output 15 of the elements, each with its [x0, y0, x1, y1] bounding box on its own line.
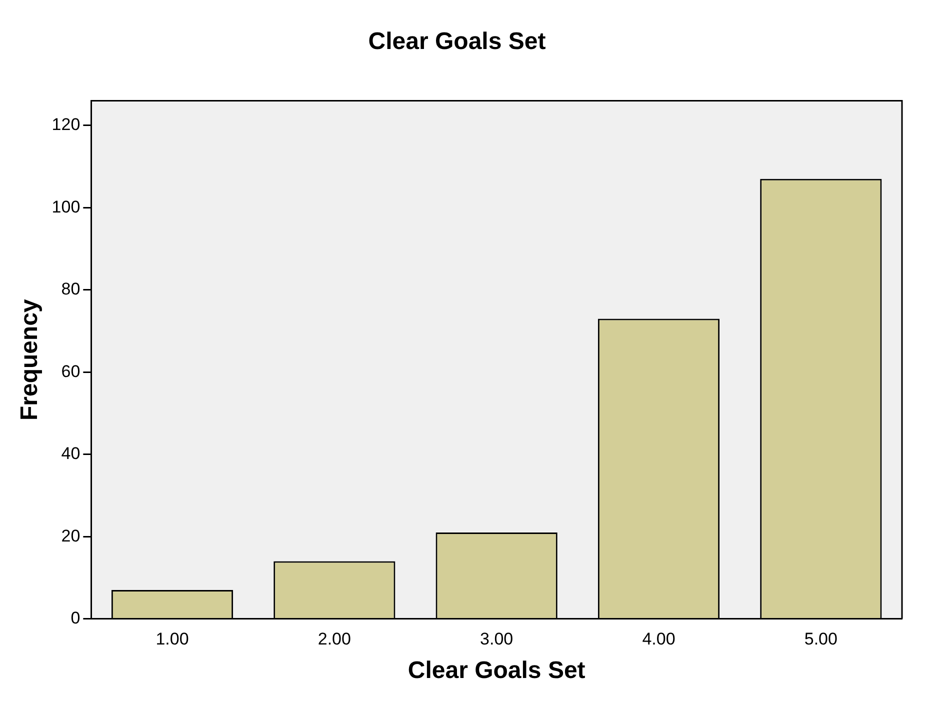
y-tick-label: 0	[70, 608, 80, 628]
y-tick-label: 60	[61, 362, 80, 381]
x-tick-label: 5.00	[804, 630, 838, 649]
x-tick-label: 3.00	[480, 630, 514, 649]
x-tick-label: 4.00	[642, 630, 676, 649]
x-axis-title: Clear Goals Set	[408, 657, 586, 684]
y-tick-label: 20	[61, 526, 80, 546]
y-tick-label: 100	[52, 197, 80, 216]
y-tick-label: 120	[52, 115, 80, 134]
chart-title: Clear Goals Set	[368, 28, 546, 56]
x-tick-label: 1.00	[156, 630, 189, 649]
y-axis-title: Frequency	[16, 298, 44, 420]
y-tick-label: 80	[61, 280, 80, 299]
x-tick-label: 2.00	[318, 630, 351, 649]
y-tick-label: 40	[61, 444, 80, 464]
